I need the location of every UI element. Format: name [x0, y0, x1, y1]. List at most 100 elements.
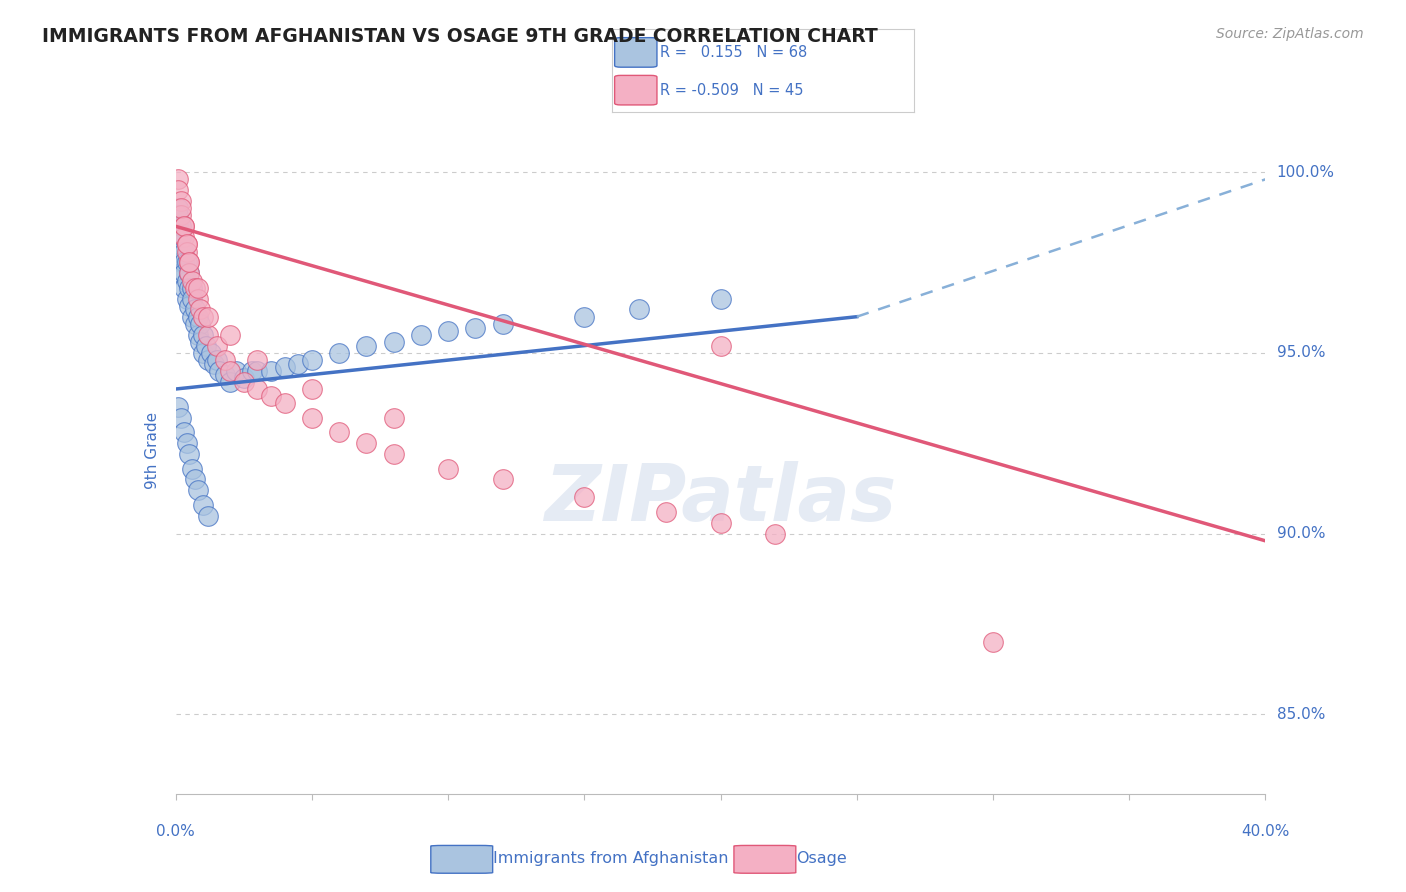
Point [167, 219, 190, 234]
Point [200, 346, 222, 360]
Point [170, 255, 193, 269]
Text: 40.0%: 40.0% [1241, 824, 1289, 839]
Point [167, 172, 190, 186]
Text: 0.0%: 0.0% [156, 824, 195, 839]
Point [274, 360, 297, 375]
Point [205, 353, 228, 368]
Point [176, 255, 198, 269]
Point [191, 498, 214, 512]
Point [186, 292, 209, 306]
Point [710, 292, 733, 306]
Point [328, 425, 350, 440]
Point [240, 364, 263, 378]
Point [184, 302, 207, 317]
Text: IMMIGRANTS FROM AFGHANISTAN VS OSAGE 9TH GRADE CORRELATION CHART: IMMIGRANTS FROM AFGHANISTAN VS OSAGE 9TH… [42, 27, 877, 45]
Point [181, 310, 204, 324]
Point [167, 209, 190, 223]
Point [186, 310, 209, 324]
Point [179, 255, 201, 269]
Point [179, 281, 201, 295]
Text: R = -0.509   N = 45: R = -0.509 N = 45 [659, 83, 803, 97]
Point [176, 237, 198, 252]
Point [176, 244, 198, 259]
Text: Osage: Osage [796, 852, 846, 866]
Point [197, 353, 219, 368]
Point [287, 357, 309, 371]
Point [464, 320, 486, 334]
Point [184, 281, 207, 295]
Text: 100.0%: 100.0% [1277, 165, 1334, 179]
Point [219, 364, 242, 378]
Point [274, 396, 297, 410]
Point [176, 237, 198, 252]
Point [181, 461, 204, 475]
Point [710, 338, 733, 352]
Point [179, 266, 201, 280]
Point [191, 327, 214, 342]
Point [176, 436, 198, 450]
Point [179, 447, 201, 461]
Point [260, 364, 283, 378]
Point [176, 292, 198, 306]
Point [173, 255, 195, 269]
Point [194, 338, 217, 352]
Point [186, 327, 209, 342]
Point [184, 472, 207, 486]
Point [382, 334, 405, 349]
Point [492, 472, 515, 486]
Point [219, 375, 242, 389]
Point [191, 310, 214, 324]
Text: Immigrants from Afghanistan: Immigrants from Afghanistan [492, 852, 728, 866]
Point [437, 324, 460, 338]
Point [170, 266, 193, 280]
Point [179, 255, 201, 269]
Point [574, 491, 596, 505]
Point [173, 281, 195, 295]
Point [763, 526, 786, 541]
Text: Source: ZipAtlas.com: Source: ZipAtlas.com [1216, 27, 1364, 41]
Point [219, 327, 242, 342]
Point [170, 411, 193, 425]
Point [170, 194, 193, 208]
Point [173, 425, 195, 440]
Point [382, 447, 405, 461]
FancyBboxPatch shape [614, 37, 657, 67]
Point [179, 299, 201, 313]
Point [225, 364, 247, 378]
FancyBboxPatch shape [734, 846, 796, 873]
Point [188, 317, 211, 331]
Point [437, 461, 460, 475]
Point [167, 183, 190, 197]
Point [170, 201, 193, 215]
Point [173, 230, 195, 244]
Point [173, 244, 195, 259]
Point [197, 508, 219, 523]
Point [186, 281, 209, 295]
Text: 95.0%: 95.0% [1277, 345, 1324, 360]
Point [191, 346, 214, 360]
Point [301, 411, 323, 425]
Point [246, 364, 269, 378]
Point [208, 364, 231, 378]
Point [170, 244, 193, 259]
Point [176, 274, 198, 288]
Point [492, 317, 515, 331]
Point [179, 266, 201, 280]
Point [356, 338, 378, 352]
Point [328, 346, 350, 360]
Point [181, 274, 204, 288]
Point [246, 382, 269, 396]
Point [574, 310, 596, 324]
Point [188, 302, 211, 317]
Point [170, 230, 193, 244]
Point [214, 368, 236, 382]
Y-axis label: 9th Grade: 9th Grade [145, 412, 160, 489]
Point [301, 382, 323, 396]
Point [167, 400, 190, 414]
Point [382, 411, 405, 425]
Point [356, 436, 378, 450]
Point [186, 483, 209, 498]
Point [181, 281, 204, 295]
Point [167, 237, 190, 252]
Point [173, 219, 195, 234]
